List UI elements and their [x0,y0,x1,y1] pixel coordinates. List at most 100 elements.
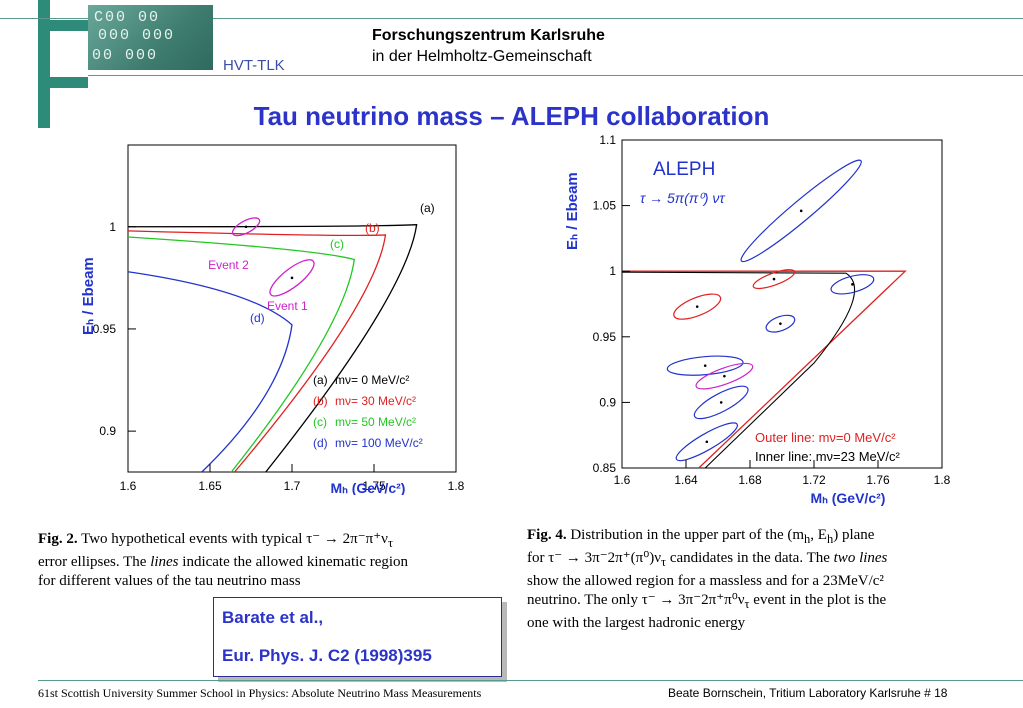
y-tick-label: 0.95 [93,322,117,336]
y-axis-label: Eₕ / Ebeam [80,257,97,335]
slide-title: Tau neutrino mass – ALEPH collaboration [253,101,770,131]
legend-tag: (a) [313,373,328,387]
legend-tag: (d) [313,436,328,450]
logo-bar-top [38,20,88,31]
x-tick-label: 1.76 [866,473,890,487]
plot-frame [621,139,943,469]
data-point [779,322,782,325]
legend-entry: mν= 0 MeV/c² [335,373,409,387]
caption-fig2-lines: lines [150,554,179,570]
event-label: Event 2 [208,258,249,272]
footer-author: Beate Bornschein, Tritium Laboratory Kar… [668,686,948,700]
y-tick-label: 0.85 [593,461,617,475]
caption-fig4-l1c: ) plane [833,527,875,543]
x-axis-label: Mₕ (GeV/c²) [331,480,406,495]
curve-c [127,236,356,473]
data-point [772,277,776,281]
caption-fig4-l4b: event in the plot is the [749,592,887,608]
unit-label: HVT-TLK [223,57,285,74]
error-ellipse [765,314,796,333]
legend-tag: (b) [313,394,328,408]
error-ellipse [695,362,754,390]
data-point [703,364,707,367]
chart-aleph-data: 1.6 1.64 1.68 1.72 1.76 1.8 0.85 0.9 0.95 1 1.05 1.… [564,135,951,506]
caption-fig2-label: Fig. 2. [38,531,78,547]
x-tick-label: 1.64 [674,473,698,487]
legend-entry: Inner line: mν=23 MeV/c² [755,449,901,464]
org-affiliation: in der Helmholtz-Gemeinschaft [372,48,592,65]
y-tick-label: 0.9 [99,424,116,438]
curve-tag: (c) [330,237,344,251]
caption-fig2-sub: τ [387,536,393,550]
caption-fig4-label: Fig. 4. [527,527,567,543]
curve-tag: (a) [420,201,435,215]
error-ellipse [752,269,796,290]
y-tick-label: 1 [109,220,116,234]
header-rule-top [0,18,1023,19]
caption-fig2-l1: Two hypothetical events with typical τ⁻ … [77,531,388,547]
error-ellipse [830,274,875,295]
curve-tag: (d) [250,311,265,325]
caption-fig2-l2b: indicate the allowed kinematic region [178,554,409,570]
event-point [244,225,248,229]
curve-d [127,271,293,473]
error-ellipse [666,355,744,376]
caption-fig4-l2b: candidates in the data. The [666,550,834,566]
event-label: Event 1 [267,299,308,313]
y-tick-label: 1.05 [593,199,617,213]
header-rule-bottom [88,75,1023,76]
logo-bar-vertical [38,0,50,128]
footer-rule [38,680,1023,681]
y-tick-label: 1.1 [599,135,616,147]
caption-fig4-l1-sub: h [804,532,811,546]
x-tick-label: 1.6 [614,473,631,487]
curve-a [127,224,418,473]
aleph-title: ALEPH [653,159,715,180]
legend-entry: mν= 30 MeV/c² [335,394,416,408]
error-ellipse [693,385,749,420]
data-point [723,374,726,378]
footer-event: 61st Scottish University Summer School i… [38,686,482,700]
data-point [851,283,854,286]
x-tick-label: 1.6 [120,479,137,493]
event-ellipse [231,217,261,237]
chart-kinematic-region: (a) (b) (c) (d) 1.6 1.65 1.7 1.75 1.8 0.9 0.95 1 E… [80,144,465,495]
error-ellipse [673,293,722,320]
caption-fig2-l3: for different values of the tau neutrino… [38,573,301,589]
data-point [705,440,709,444]
reference-box: Barate et al., Eur. Phys. J. C2 (1998)39… [213,597,502,677]
data-point [695,305,699,308]
x-tick-label: 1.72 [802,473,826,487]
caption-fig4-l1-sub2: h [826,532,834,546]
legend-tag: (c) [313,415,327,429]
institute-photo: C00 00 000 000 00 000 [88,5,213,70]
caption-fig4-l1b: , E [810,527,827,543]
caption-fig2-l2: error ellipses. The [38,554,151,570]
legend-entry: mν= 50 MeV/c² [335,415,416,429]
caption-fig4-l5: one with the largest hadronic energy [527,615,746,631]
error-ellipse [740,159,862,263]
caption-fig4-two-lines: two lines [833,550,888,566]
caption-fig4-l2-sub: τ [661,555,667,569]
caption-fig4: Fig. 4. Distribution in the upper part o… [527,526,997,633]
x-tick-label: 1.8 [448,479,465,493]
inner-line [621,271,855,469]
x-tick-label: 1.68 [738,473,762,487]
caption-fig2: Fig. 2. Two hypothetical events with typ… [38,530,508,591]
logo-bar-lower [38,77,88,88]
event-point [290,276,294,280]
org-name: Forschungszentrum Karlsruhe [372,27,605,44]
x-tick-label: 1.8 [934,473,951,487]
caption-fig4-l3: show the allowed region for a massless a… [527,573,884,589]
outer-line [622,270,907,469]
y-tick-label: 0.95 [593,330,617,344]
x-tick-label: 1.65 [198,479,222,493]
curve-tag: (b) [365,221,380,235]
decay-mode-label: τ → 5π(π⁰) ντ [640,190,725,206]
caption-fig4-l4-sub: τ [744,597,750,611]
legend-entry: mν= 100 MeV/c² [335,436,423,450]
y-tick-label: 0.9 [599,395,616,409]
data-point [799,209,803,213]
y-axis-label: Eₕ / Ebeam [564,172,581,250]
legend-entry: Outer line: mν=0 MeV/c² [755,430,896,445]
